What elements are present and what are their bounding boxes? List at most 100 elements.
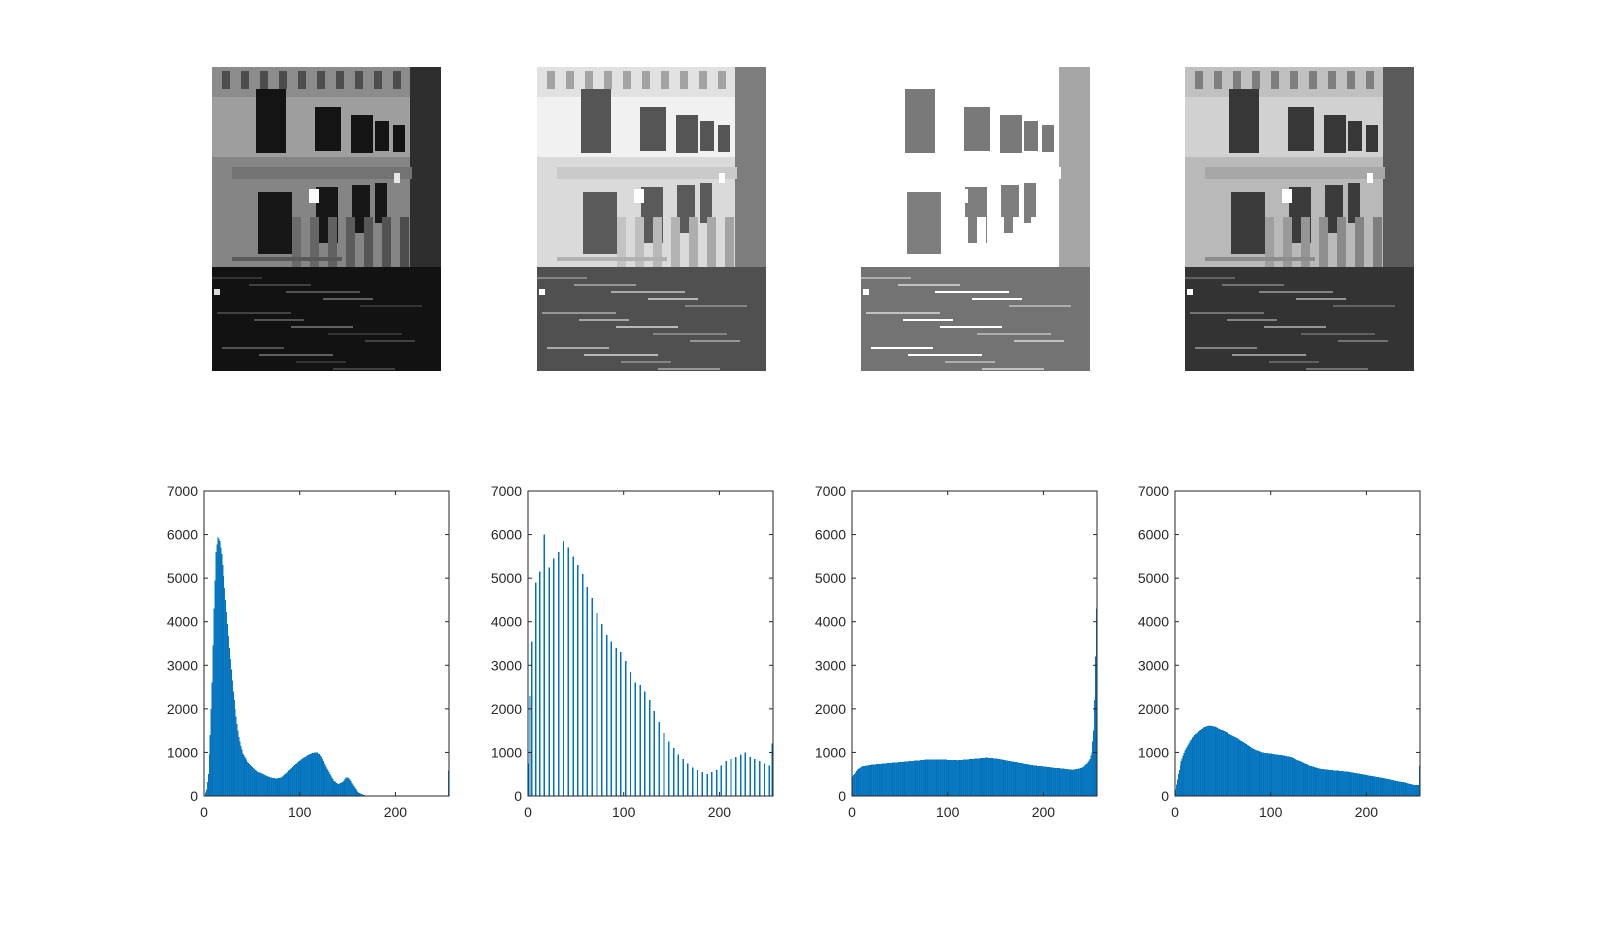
histogram-bar xyxy=(1030,764,1033,796)
water-ripple xyxy=(648,298,698,300)
histogram-bar xyxy=(912,760,914,796)
histogram-bar xyxy=(872,764,874,796)
histogram-bar xyxy=(1059,768,1061,796)
histogram-bar xyxy=(942,759,945,796)
histogram-bar xyxy=(1197,732,1199,796)
light-reflection xyxy=(863,289,869,295)
y-tick-label: 3000 xyxy=(491,657,522,673)
x-tick-label: 200 xyxy=(708,804,732,820)
histogram-bar xyxy=(1331,770,1334,796)
histogram-bar xyxy=(1355,773,1357,796)
histogram-bar xyxy=(1264,752,1266,796)
histogram-bar xyxy=(581,573,584,796)
histogram-bar xyxy=(1207,725,1209,796)
histogram-bar xyxy=(982,758,984,796)
histogram-bar xyxy=(941,759,944,796)
histogram-bar xyxy=(1324,769,1326,796)
histogram-bar xyxy=(229,658,231,796)
histogram-bar xyxy=(880,763,882,796)
histogram-bar xyxy=(970,759,972,796)
histogram-bar xyxy=(1285,755,1287,796)
histogram-bar xyxy=(687,763,689,796)
histogram-bar xyxy=(901,761,903,796)
histogram-bar xyxy=(205,789,208,796)
histogram-bar xyxy=(1393,780,1395,796)
window-lamp xyxy=(634,189,644,203)
histogram-bar xyxy=(749,756,751,796)
histogram-bar xyxy=(314,752,316,796)
histogram-bar xyxy=(896,762,898,796)
tree-foliage xyxy=(1059,67,1090,277)
histogram-bar xyxy=(1323,769,1325,796)
histogram-bar xyxy=(237,730,239,796)
histogram-bar xyxy=(558,552,560,796)
histogram-bar xyxy=(1237,738,1239,796)
histogram-bar xyxy=(974,758,976,796)
histogram-bar xyxy=(567,547,569,796)
histogram-bar xyxy=(334,781,336,796)
histogram-bar xyxy=(963,759,965,796)
upper-window xyxy=(1324,115,1346,153)
y-tick-label: 3000 xyxy=(815,657,846,673)
histogram-bar xyxy=(337,783,339,796)
histogram-bar xyxy=(1175,789,1177,796)
water-ripple xyxy=(1232,354,1306,356)
histogram-bar xyxy=(862,766,864,796)
histogram-bar xyxy=(923,759,925,796)
histogram-bar xyxy=(1261,752,1263,796)
histogram-bar xyxy=(1318,768,1320,796)
histogram-bar xyxy=(243,755,245,796)
histogram-bar xyxy=(1019,762,1021,796)
image-panel-1 xyxy=(212,67,441,371)
histogram-bar xyxy=(954,760,956,796)
histogram-bar xyxy=(922,759,924,796)
histogram-bar xyxy=(1052,767,1054,796)
histogram-bar xyxy=(1183,752,1185,796)
histogram-bar xyxy=(904,761,906,796)
histogram-bar xyxy=(1050,767,1052,796)
histogram-bar xyxy=(1359,773,1361,796)
histogram-bar xyxy=(1199,729,1201,796)
water-ripple xyxy=(611,291,685,293)
histogram-bar xyxy=(586,586,589,796)
upper-window xyxy=(1000,115,1022,153)
histogram-bar xyxy=(1358,773,1360,796)
histogram-bar xyxy=(1353,772,1355,796)
histogram-bar xyxy=(1241,741,1244,796)
histogram-bar xyxy=(293,765,296,796)
histogram-bar xyxy=(986,757,989,796)
histogram-bar xyxy=(1351,772,1353,796)
histogram-bar xyxy=(966,759,968,796)
histogram-bar xyxy=(1053,767,1056,796)
histogram-bar xyxy=(1062,768,1064,796)
histogram-bar xyxy=(870,764,872,796)
histogram-bar xyxy=(1369,775,1371,796)
histogram-bar xyxy=(1340,770,1342,796)
window-lamp xyxy=(719,173,725,183)
histogram-bar xyxy=(249,765,252,796)
histogram-bar xyxy=(293,766,295,796)
histogram-bar xyxy=(325,766,327,796)
histogram-bar xyxy=(270,777,273,796)
histogram-bar xyxy=(891,762,893,796)
histogram-bar xyxy=(859,767,861,796)
histogram-bar xyxy=(1066,769,1068,796)
histogram-bar xyxy=(854,772,856,796)
upper-window xyxy=(718,125,730,152)
histogram-bar xyxy=(965,759,967,796)
histogram-bar xyxy=(1301,762,1303,796)
histogram-bar xyxy=(1177,774,1179,796)
x-tick-label: 200 xyxy=(1032,804,1056,820)
histogram-bar xyxy=(933,759,935,796)
axes-frame xyxy=(851,490,1098,797)
histogram-bar xyxy=(915,760,917,796)
histogram-bar xyxy=(1363,774,1365,796)
histogram-bar xyxy=(879,763,881,796)
histogram-bar xyxy=(1026,764,1028,796)
water-ripple xyxy=(328,333,402,335)
histogram-bar xyxy=(1186,746,1188,796)
histogram-bar xyxy=(875,764,878,796)
roof-railing-slot xyxy=(1290,71,1298,89)
histogram-bar xyxy=(892,762,894,796)
histogram-bars xyxy=(1175,725,1421,796)
